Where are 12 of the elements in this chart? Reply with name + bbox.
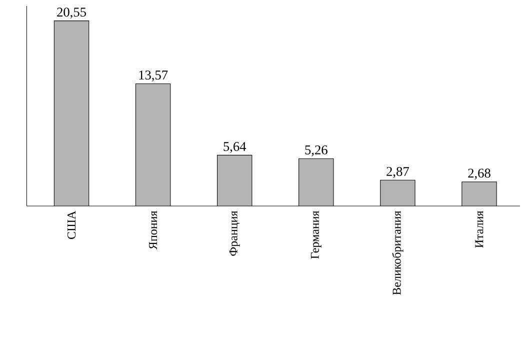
- data-label: 2,68: [468, 168, 490, 180]
- data-label: 13,57: [139, 70, 168, 82]
- data-label: 5,26: [305, 145, 328, 156]
- x-tick-label: Германия: [310, 210, 322, 259]
- x-tick-label: Великобритания: [392, 210, 404, 295]
- data-label: 5,64: [224, 142, 246, 153]
- x-tick-label: Италия: [475, 210, 484, 248]
- x-tick-label: США: [67, 210, 76, 239]
- data-label: 20,55: [57, 8, 86, 19]
- data-label: 2,87: [386, 166, 409, 178]
- x-tick-label: Япония: [149, 210, 158, 250]
- x-tick-label: Франция: [229, 210, 240, 256]
